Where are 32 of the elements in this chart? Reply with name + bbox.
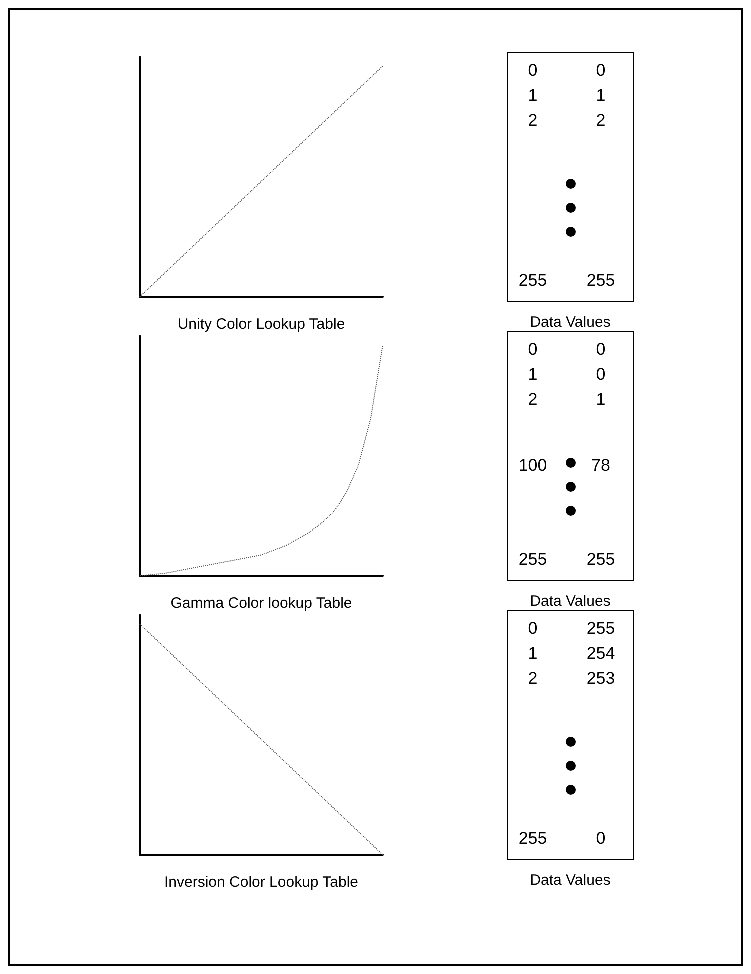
text: 254 [586, 644, 616, 664]
text: 1 [595, 390, 607, 410]
text: 1 [527, 365, 539, 385]
text: 255 [586, 550, 616, 570]
text: 255 [586, 271, 616, 291]
text: 78 [590, 456, 612, 476]
text: 1 [527, 644, 539, 664]
text: 2 [595, 111, 607, 131]
text: 1 [527, 86, 539, 106]
text: 0 [595, 340, 607, 360]
x-axis-title: Gamma Color lookup Table [170, 595, 352, 612]
text: 2 [527, 390, 539, 410]
text: 100 [518, 456, 548, 476]
text: 255 [586, 619, 616, 639]
text: 2 [527, 669, 539, 689]
text: 2 [527, 111, 539, 131]
text: 0 [595, 829, 607, 849]
text: 0 [595, 61, 607, 81]
text: 255 [518, 271, 548, 291]
text: 0 [595, 365, 607, 385]
text: 0 [527, 61, 539, 81]
x-axis-title: Inversion Color Lookup Table [164, 874, 359, 891]
text: Data Values [529, 314, 612, 331]
text: 255 [518, 550, 548, 570]
text: 253 [586, 669, 616, 689]
text: 0 [527, 340, 539, 360]
x-axis-title: Unity Color Lookup Table [178, 316, 346, 333]
text: 255 [518, 829, 548, 849]
text: 1 [595, 86, 607, 106]
text: Data Values [529, 593, 612, 610]
text: Data Values [529, 872, 612, 889]
text: 0 [527, 619, 539, 639]
